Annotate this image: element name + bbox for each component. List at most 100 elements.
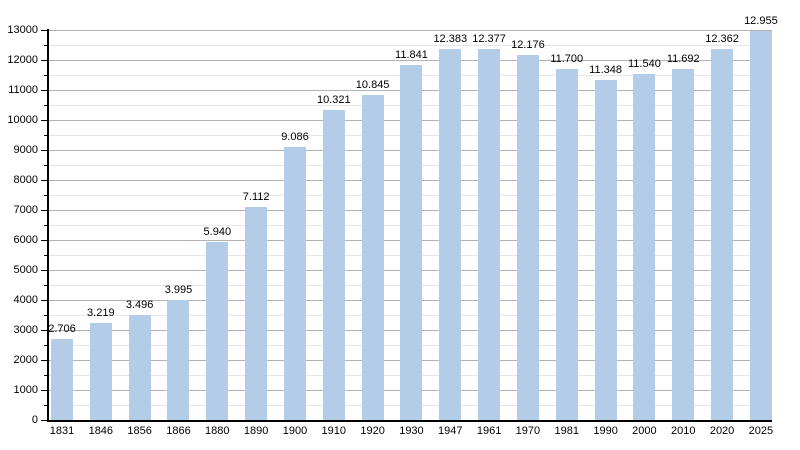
y-axis-major-tick (41, 240, 48, 241)
bar-1970 (516, 54, 539, 420)
bar-1900 (283, 147, 306, 420)
y-axis-minor-tick (44, 225, 48, 226)
x-axis-tick-label: 1990 (593, 425, 618, 437)
y-axis-tick-label: 0 (31, 414, 38, 426)
bar-1981 (555, 69, 578, 420)
x-axis-tick-label: 1890 (243, 425, 269, 437)
y-axis-major-tick (41, 90, 48, 91)
x-axis-tick-label: 2020 (709, 425, 735, 437)
bar-2020 (711, 49, 734, 420)
bar-value-label: 12.176 (511, 38, 545, 51)
y-axis-minor-tick (44, 285, 48, 286)
x-axis-tick-label: 2000 (632, 425, 657, 437)
bar-value-label: 11.540 (627, 57, 661, 70)
x-axis-tick-label: 1981 (554, 425, 579, 437)
bar-value-label: 11.841 (395, 48, 428, 61)
y-axis-tick-label: 6000 (13, 234, 38, 246)
x-axis-tick-label: 1970 (515, 425, 541, 437)
x-axis-tick-label: 1900 (282, 425, 308, 437)
bar-value-label: 10.845 (355, 78, 390, 91)
bar-value-label: 9.086 (281, 131, 309, 144)
bar-value-label: 12.955 (744, 15, 778, 28)
bar-2010 (672, 69, 695, 420)
y-axis-major-tick (41, 210, 48, 211)
bar-1846 (89, 323, 112, 420)
bar-1866 (167, 300, 190, 420)
minor-gridline (48, 45, 772, 46)
x-axis-tick-label: 1831 (49, 425, 75, 437)
bar-value-label: 2.706 (48, 322, 76, 335)
y-axis-tick-label: 2000 (13, 354, 38, 366)
x-axis-tick-label: 1866 (166, 425, 191, 437)
x-axis-tick-label: 1930 (399, 425, 424, 437)
y-axis-major-tick (41, 60, 48, 61)
x-axis-tick-label: 1880 (205, 425, 230, 437)
y-axis-tick-label: 5000 (13, 264, 38, 276)
bar-value-label: 10.321 (316, 94, 351, 107)
y-axis-tick-label: 9000 (13, 144, 38, 156)
bar-1910 (322, 110, 345, 420)
y-axis-minor-tick (44, 345, 48, 346)
y-axis-tick-label: 8000 (13, 174, 38, 186)
x-axis-line (47, 420, 772, 422)
y-axis-minor-tick (44, 135, 48, 136)
bar-1856 (128, 315, 151, 420)
y-axis-minor-tick (44, 45, 48, 46)
x-axis-tick-label: 1910 (321, 425, 347, 437)
y-axis-major-tick (41, 270, 48, 271)
y-axis-tick-label: 1000 (13, 384, 38, 396)
y-axis-tick-label: 13000 (7, 24, 38, 36)
major-gridline (48, 30, 772, 31)
y-axis-tick-label: 11000 (8, 84, 38, 96)
y-axis-minor-tick (44, 75, 48, 76)
bar-value-label: 11.348 (589, 63, 622, 76)
x-axis-tick-label: 2010 (670, 425, 696, 437)
bar-value-label: 11.692 (666, 53, 700, 66)
bar-value-label: 12.383 (433, 32, 468, 45)
x-axis-tick-label: 1920 (360, 425, 385, 437)
y-axis-major-tick (41, 30, 48, 31)
y-axis-tick-label: 12000 (7, 54, 38, 66)
bar-1831 (51, 338, 73, 420)
bar-value-label: 3.496 (125, 299, 154, 312)
y-axis-tick-label: 7000 (13, 204, 38, 216)
y-axis-tick-label: 10000 (7, 114, 38, 126)
y-axis-minor-tick (44, 165, 48, 166)
y-axis-minor-tick (44, 315, 48, 316)
y-axis-major-tick (41, 120, 48, 121)
bar-value-label: 3.219 (87, 307, 115, 320)
bar-value-label: 12.362 (705, 33, 739, 46)
y-axis-tick-label: 3000 (13, 324, 38, 336)
x-axis-tick-label: 2025 (748, 425, 774, 437)
y-axis-major-tick (41, 360, 48, 361)
x-axis-tick-label: 1961 (476, 425, 502, 437)
bar-1947 (439, 48, 462, 420)
bar-value-label: 7.112 (242, 190, 270, 203)
bar-value-label: 11.700 (550, 53, 584, 65)
bar-1961 (478, 48, 501, 420)
y-axis-major-tick (41, 150, 48, 151)
bar-1990 (594, 79, 617, 420)
x-axis-tick-label: 1947 (438, 425, 463, 437)
y-axis-minor-tick (44, 105, 48, 106)
y-axis-major-tick (41, 300, 48, 301)
bar-value-label: 5.940 (203, 225, 232, 238)
y-axis-minor-tick (44, 405, 48, 406)
bar-1930 (400, 64, 423, 420)
bar-value-label: 12.377 (472, 32, 506, 45)
bar-2000 (633, 73, 656, 420)
y-axis-minor-tick (44, 255, 48, 256)
y-axis-tick-label: 4000 (13, 294, 38, 306)
y-axis-line (47, 29, 49, 422)
y-axis-minor-tick (44, 375, 48, 376)
y-axis-major-tick (41, 330, 48, 331)
bar-2025 (749, 31, 772, 420)
bar-1880 (206, 241, 229, 420)
bar-1920 (361, 94, 384, 420)
bar-value-label: 3.995 (164, 284, 193, 297)
y-axis-major-tick (41, 420, 48, 421)
x-axis-tick-label: 1846 (88, 425, 114, 437)
y-axis-major-tick (41, 390, 48, 391)
y-axis-major-tick (41, 180, 48, 181)
